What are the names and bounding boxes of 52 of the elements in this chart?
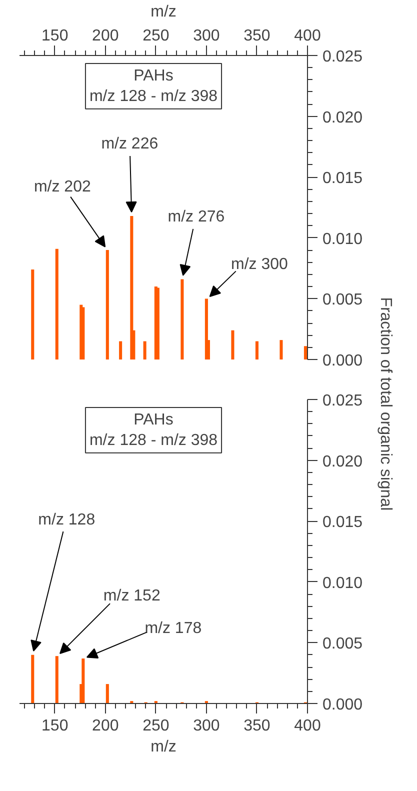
bar (82, 307, 85, 360)
y-tick-label: 0.010 (322, 574, 363, 592)
bar (55, 248, 58, 360)
x-tick-label: 150 (42, 28, 68, 44)
annotation: m/z 202 (34, 178, 91, 196)
annotation: PAHs m/z 128 - m/z 398 (89, 68, 218, 105)
x-tick-label: 150 (42, 718, 68, 734)
annotation: PAHs m/z 128 - m/z 398 (89, 412, 218, 449)
x-tick-label: 200 (92, 28, 119, 44)
bar (31, 654, 34, 704)
y-tick-label: 0.025 (322, 392, 363, 410)
annotation: m/z 128 (38, 511, 96, 528)
bar (106, 250, 109, 360)
bar (106, 684, 109, 704)
bar (119, 341, 122, 360)
bar (180, 279, 184, 360)
y-tick-label: 0.025 (322, 48, 363, 66)
x-tick-label: 250 (142, 28, 170, 44)
y-axis-title: Fraction of total organic signal (376, 297, 394, 511)
bar (255, 341, 258, 360)
bar (143, 341, 146, 360)
y-tick-label: 0.020 (322, 109, 363, 126)
y-tick-label: 0.000 (322, 352, 363, 370)
x-axis-title: m/z (150, 4, 176, 20)
annotation: m/z 276 (168, 208, 225, 226)
y-tick-label: 0.015 (322, 514, 363, 532)
y-tick-label: 0.005 (322, 292, 363, 309)
y-tick-label: 0.015 (322, 170, 363, 188)
annotation: m/z 152 (103, 588, 160, 605)
annotation: m/z 178 (144, 620, 202, 638)
annotation: m/z 300 (230, 256, 288, 274)
bar (304, 346, 307, 360)
y-tick-label: 0.000 (322, 696, 363, 714)
bar (31, 270, 34, 360)
bar (55, 656, 58, 704)
x-axis-title: m/z (150, 738, 176, 756)
x-tick-label: 200 (92, 718, 119, 734)
bar (280, 340, 283, 360)
y-tick-label: 0.020 (322, 453, 363, 470)
x-tick-label: 300 (193, 718, 220, 734)
y-tick-label: 0.005 (322, 636, 363, 653)
bar (130, 216, 134, 360)
x-tick-label: 300 (193, 28, 220, 44)
y-tick-label: 0.010 (322, 230, 363, 248)
x-tick-label: 250 (142, 718, 170, 734)
x-tick-label: 350 (244, 718, 270, 734)
bar (231, 330, 234, 360)
annotation: m/z 226 (101, 136, 158, 153)
x-tick-label: 350 (244, 28, 270, 44)
bar (82, 658, 85, 704)
x-tick-label: 400 (294, 718, 321, 734)
x-tick-label: 400 (294, 28, 321, 44)
